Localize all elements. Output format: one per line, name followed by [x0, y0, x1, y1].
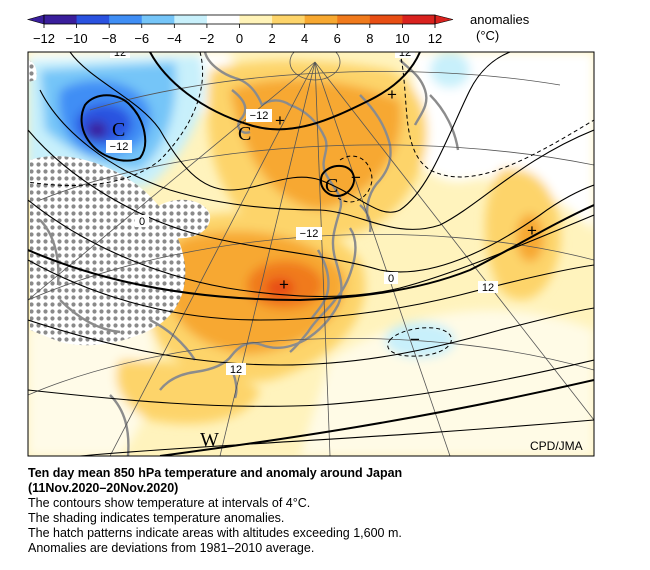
- caption-line: The hatch patterns indicate areas with a…: [28, 526, 402, 540]
- colorbar-swatch: [44, 15, 78, 24]
- shade-warm-hot: [266, 278, 294, 298]
- shade-warm-north-2: [230, 79, 402, 210]
- contour-label: −12: [296, 227, 322, 240]
- map-panel: 12 12 −12 −12 −12 0 0 12 12 C C C W + + …: [27, 47, 595, 457]
- temperature-contours-bold: [28, 52, 594, 456]
- contour-label: 0: [384, 272, 398, 285]
- contour-label: 12: [226, 363, 246, 376]
- colorbar-swatch: [402, 15, 436, 24]
- contour-label: −12: [246, 109, 272, 122]
- shade-neutral-se: [300, 310, 594, 456]
- colorbar-tick-label: −6: [134, 31, 149, 46]
- colorbar-tick-label: 2: [268, 31, 275, 46]
- legend-unit: (°C): [476, 28, 499, 43]
- contour-label: 12: [478, 281, 498, 294]
- colorbar-swatch: [337, 15, 371, 24]
- map-frame: [27, 51, 595, 457]
- colorbar-swatch: [141, 15, 175, 24]
- caption-line: Anomalies are deviations from 1981–2010 …: [28, 541, 315, 555]
- shade-cold-south: [385, 322, 455, 358]
- colorbar-tick-label: −12: [33, 31, 55, 46]
- legend-unit-title: anomalies: [470, 12, 530, 27]
- contour-label: 12: [110, 47, 130, 59]
- svg-text:−12: −12: [300, 228, 319, 240]
- colorbar-tick-label: 12: [428, 31, 442, 46]
- svg-text:0: 0: [139, 216, 145, 228]
- colorbar-tick-label: 10: [395, 31, 409, 46]
- svg-text:12: 12: [114, 47, 126, 59]
- svg-text:0: 0: [388, 273, 394, 285]
- colorbar-arrow-high: [434, 14, 454, 25]
- warm-center-mark: W: [200, 429, 219, 451]
- shade-neutral-east: [400, 52, 594, 230]
- svg-text:12: 12: [399, 47, 411, 59]
- colorbar-tick-label: −8: [102, 31, 117, 46]
- colorbar-arrow-low: [26, 14, 45, 25]
- negative-anomaly-marker: −: [351, 168, 361, 187]
- caption-line: The contours show temperature at interva…: [28, 496, 311, 510]
- colorbar-tick-label: 8: [366, 31, 373, 46]
- shade-cold-5: [87, 121, 107, 139]
- credit-label: CPD/JMA: [530, 439, 583, 453]
- colorbar-legend: −12 −10 −8 −6 −4 −2 0 2 4 6 8 10 12 anomalies (°C): [26, 12, 530, 46]
- caption-line: The shading indicates temperature anomal…: [28, 511, 285, 525]
- colorbar-ticks: [43, 24, 436, 28]
- contour-label: 12: [395, 47, 415, 59]
- cold-center-mark: C: [325, 175, 338, 197]
- caption-title-line2: (11Nov.2020–20Nov.2020): [28, 481, 179, 495]
- colorbar-tick-label: 4: [301, 31, 308, 46]
- anomaly-sign-markers: + + + + − −: [275, 85, 537, 349]
- high-altitude-hatch: [28, 60, 211, 346]
- cold-center-mark: C: [112, 119, 125, 141]
- colorbar-tick-label: −4: [167, 31, 182, 46]
- colorbar-tick-label: −10: [66, 31, 88, 46]
- anomaly-dashed-lines: [28, 52, 594, 357]
- colorbar-swatches: [26, 14, 454, 25]
- colorbar-swatch: [239, 15, 273, 24]
- colorbar-tick-labels: −12 −10 −8 −6 −4 −2 0 2 4 6 8 10 12: [33, 31, 442, 46]
- colorbar-swatch: [369, 15, 403, 24]
- shade-cold-ne: [430, 52, 470, 88]
- colorbar-swatch: [76, 15, 110, 24]
- colorbar-tick-label: 6: [334, 31, 341, 46]
- positive-anomaly-marker: +: [527, 221, 537, 240]
- caption: Ten day mean 850 hPa temperature and ano…: [28, 466, 638, 556]
- colorbar-swatch: [304, 15, 338, 24]
- shade-warm-south: [116, 360, 260, 424]
- graticule: [28, 52, 594, 456]
- temperature-contours: [28, 52, 594, 456]
- caption-title-line1: Ten day mean 850 hPa temperature and ano…: [28, 466, 403, 480]
- colorbar-tick-label: 0: [236, 31, 243, 46]
- colorbar-swatch: [272, 15, 306, 24]
- svg-text:−12: −12: [250, 110, 269, 122]
- svg-text:12: 12: [230, 364, 242, 376]
- colorbar-tick-label: −2: [200, 31, 215, 46]
- positive-anomaly-marker: +: [275, 111, 285, 130]
- positive-anomaly-marker: +: [387, 85, 397, 104]
- contour-label: 0: [135, 215, 149, 228]
- contour-label-group: 12 12 −12 −12 −12 0 0 12 12: [106, 47, 498, 376]
- positive-anomaly-marker: +: [279, 275, 289, 294]
- colorbar-swatch: [206, 15, 240, 24]
- contour-label: −12: [106, 140, 132, 153]
- colorbar-swatch: [109, 15, 143, 24]
- negative-anomaly-marker: −: [410, 330, 420, 349]
- cold-center-mark: C: [238, 123, 251, 145]
- svg-text:12: 12: [482, 282, 494, 294]
- svg-text:−12: −12: [110, 141, 129, 153]
- colorbar-swatch: [174, 15, 208, 24]
